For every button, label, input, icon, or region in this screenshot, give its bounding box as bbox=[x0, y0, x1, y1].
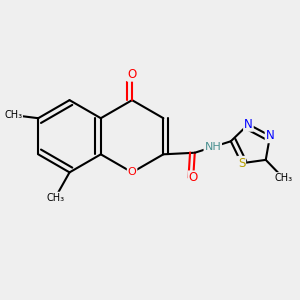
Text: NH: NH bbox=[204, 142, 221, 152]
Text: CH₃: CH₃ bbox=[4, 110, 22, 120]
Text: N: N bbox=[266, 129, 274, 142]
Text: CH₃: CH₃ bbox=[46, 193, 64, 202]
Text: O: O bbox=[128, 68, 137, 81]
Text: O: O bbox=[128, 167, 136, 177]
Text: O: O bbox=[189, 171, 198, 184]
Text: CH₃: CH₃ bbox=[274, 173, 292, 183]
Text: S: S bbox=[238, 157, 245, 170]
Text: N: N bbox=[244, 118, 253, 131]
